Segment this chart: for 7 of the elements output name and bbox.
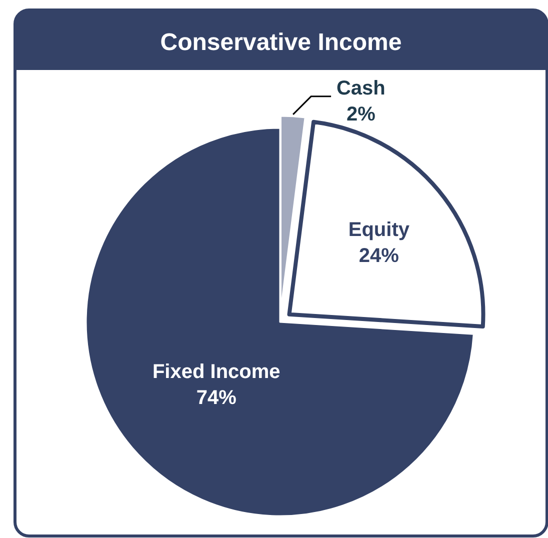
data-label: 24% xyxy=(358,245,400,268)
chart-title: Conservative Income xyxy=(160,29,402,56)
data-label: 74% xyxy=(196,386,237,409)
slice-label: Equity xyxy=(348,219,410,242)
slice-label: Fixed Income xyxy=(152,360,280,383)
data-label: 2% xyxy=(346,103,376,126)
slice-label: Cash xyxy=(336,77,386,100)
